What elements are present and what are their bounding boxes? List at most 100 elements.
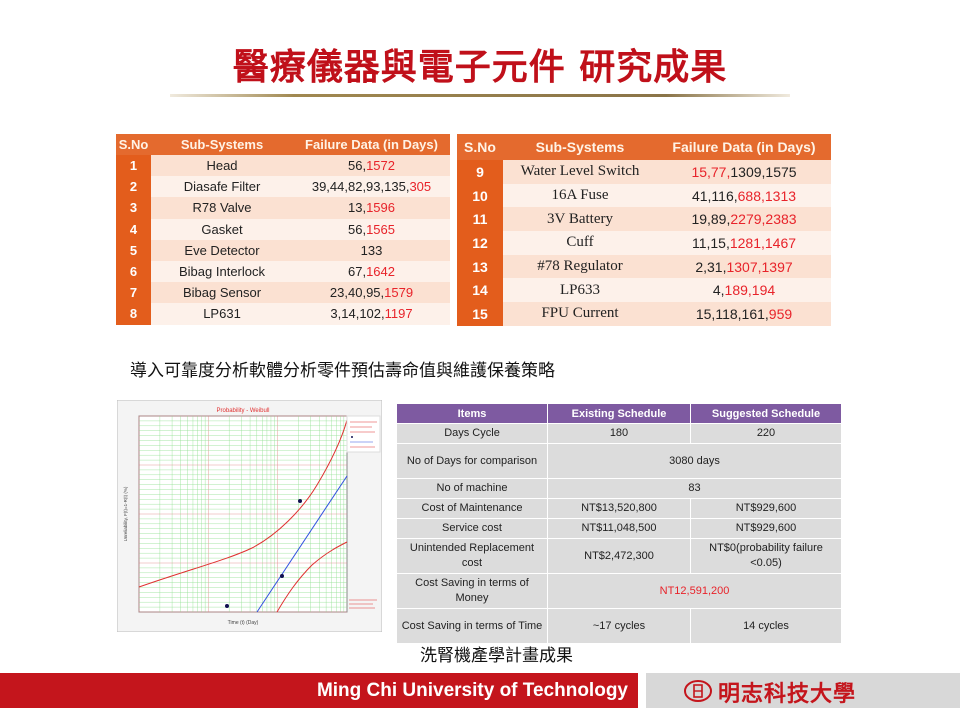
- footer-university-cn: 明志科技大學: [718, 682, 857, 707]
- existing-value: 180: [548, 424, 690, 443]
- failure-data-cell: 23,40,95,1579: [293, 282, 450, 304]
- table-row: 7 Bibag Sensor 23,40,95,1579: [116, 282, 450, 304]
- schedule-row: Unintended Replacement cost NT$2,472,300 N…: [397, 539, 841, 573]
- plot-xlabel: Time (t) (Day): [228, 620, 259, 626]
- failure-data-cell: 56,1572: [293, 155, 450, 177]
- upper-confidence-bound: [138, 419, 348, 588]
- subsystem-name: FPU Current: [503, 302, 657, 326]
- existing-value: NT$13,520,800: [548, 499, 690, 518]
- failure-data-highlight: 2279,2383: [730, 211, 797, 228]
- table-header-row: S.No Sub-Systems Failure Data (in Days): [116, 134, 450, 155]
- failure-table-left: S.No Sub-Systems Failure Data (in Days) …: [116, 134, 450, 325]
- subsystem-name: Diasafe Filter: [151, 176, 293, 198]
- schedule-row: Days Cycle 180 220: [397, 424, 841, 443]
- failure-data-highlight: 1579: [384, 285, 414, 301]
- data-point: [280, 574, 284, 578]
- subsystem-name: 16A Fuse: [503, 183, 657, 208]
- schedule-merged-value: 3080 days: [548, 444, 841, 478]
- lower-confidence-bound: [276, 541, 348, 613]
- existing-value: NT$11,048,500: [548, 519, 690, 538]
- row-number: 1: [116, 155, 151, 177]
- schedule-item: Days Cycle: [397, 424, 547, 443]
- suggested-value: NT$0(probability failure <0.05): [691, 539, 841, 573]
- footer-bar: [0, 673, 638, 708]
- column-header-items: Items: [397, 404, 547, 423]
- failure-data-values: 2,31,: [695, 258, 727, 275]
- column-header-subsystems: Sub-Systems: [503, 134, 657, 160]
- footer-university-en: Ming Chi University of Technology: [316, 680, 628, 701]
- failure-data-cell: 2,31,1307,1397: [657, 254, 831, 279]
- row-number: 2: [116, 176, 151, 198]
- table-row: 5 Eve Detector 133: [116, 239, 450, 261]
- row-number: 4: [116, 218, 151, 240]
- schedule-row: No of machine 83: [397, 479, 841, 498]
- row-number: 6: [116, 260, 151, 283]
- failure-data-highlight: 1197: [384, 306, 413, 322]
- table-row: 2 Diasafe Filter 39,44,82,93,135,305: [116, 176, 450, 198]
- row-number: 15: [457, 302, 503, 326]
- subsystem-name: Eve Detector: [151, 239, 293, 261]
- failure-data-cell: 11,15,1281,1467: [657, 231, 831, 255]
- schedule-item: No of machine: [397, 479, 547, 498]
- failure-data-cell: 15,77,1309,1575: [657, 160, 831, 184]
- cost-saving-value: NT12,591,200: [548, 574, 841, 608]
- row-number: 14: [457, 278, 503, 303]
- table-row: 12 Cuff 11,15,1281,1467: [457, 231, 831, 255]
- plot-legend: [346, 415, 381, 453]
- weibull-fit-line: [256, 475, 348, 613]
- subsystem-name: Water Level Switch: [503, 160, 657, 184]
- subsystem-name: R78 Valve: [151, 197, 293, 219]
- schedule-row: Service cost NT$11,048,500 NT$929,600: [397, 519, 841, 538]
- table-row: 9 Water Level Switch 15,77,1309,1575: [457, 160, 831, 184]
- schedule-comparison-table: Items Existing Schedule Suggested Schedu…: [396, 403, 842, 644]
- failure-data-values: 23,40,95,: [329, 285, 385, 301]
- weibull-plot-svg: Probability - Weibull Time (t) (Day) Unr…: [116, 399, 383, 633]
- failure-data-values: 11,15,: [691, 234, 730, 251]
- table-row: 4 Gasket 56,1565: [116, 218, 450, 240]
- row-number: 5: [116, 239, 151, 261]
- row-number: 7: [116, 282, 151, 304]
- software-analysis-caption: 導入可靠度分析軟體分析零件預估壽命值與維護保養策略: [130, 361, 555, 381]
- subsystem-name: LP631: [151, 303, 293, 325]
- row-number: 13: [457, 254, 503, 279]
- row-number: 12: [457, 231, 503, 255]
- data-point: [225, 604, 229, 608]
- table-row: 6 Bibag Interlock 67,1642: [116, 260, 450, 283]
- failure-data-highlight: 1572: [366, 158, 395, 174]
- subsystem-name: Gasket: [151, 218, 293, 240]
- failure-data-values: 41,116,: [691, 187, 738, 204]
- suggested-value: 220: [691, 424, 841, 443]
- failure-data-highlight: 1596: [366, 200, 395, 216]
- table-header-row: Items Existing Schedule Suggested Schedu…: [397, 404, 841, 423]
- suggested-value: NT$929,600: [691, 499, 841, 518]
- schedule-row: Cost of Maintenance NT$13,520,800 NT$929,6…: [397, 499, 841, 518]
- failure-data-values: 39,44,82,93,135,: [311, 179, 410, 195]
- failure-data-cell: 13,1596: [293, 197, 450, 219]
- subsystem-name: LP633: [503, 278, 657, 303]
- failure-data-cell: 56,1565: [293, 218, 450, 240]
- failure-data-cell: 133: [293, 239, 450, 261]
- failure-data-values: 15,118,161,: [695, 305, 769, 322]
- project-caption: 洗腎機產學計畫成果: [420, 646, 573, 666]
- column-header-existing: Existing Schedule: [548, 404, 690, 423]
- suggested-value: NT$929,600: [691, 519, 841, 538]
- table-row: 15 FPU Current 15,118,161,959: [457, 302, 831, 326]
- column-header-sno: S.No: [457, 134, 503, 160]
- failure-data-values: 67,: [348, 264, 367, 280]
- failure-data-values: 3,14,102,: [330, 306, 385, 322]
- failure-data-values: 133: [360, 242, 383, 258]
- subsystem-name: 3V Battery: [503, 207, 657, 232]
- schedule-item: Cost Saving in terms of Money: [397, 574, 547, 608]
- row-number: 11: [457, 207, 503, 232]
- failure-data-highlight: 305: [409, 179, 432, 195]
- column-header-sno: S.No: [116, 134, 151, 155]
- row-number: 9: [457, 160, 503, 184]
- university-logo-icon: [684, 680, 712, 702]
- schedule-item: Cost of Maintenance: [397, 499, 547, 518]
- column-header-failure-data: Failure Data (in Days): [293, 134, 450, 155]
- column-header-subsystems: Sub-Systems: [151, 134, 293, 155]
- failure-data-cell: 15,118,161,959: [657, 302, 831, 326]
- failure-data-values: 19,89,: [691, 211, 731, 228]
- table-row: 10 16A Fuse 41,116,688,1313: [457, 183, 831, 208]
- subsystem-name: Head: [151, 155, 293, 177]
